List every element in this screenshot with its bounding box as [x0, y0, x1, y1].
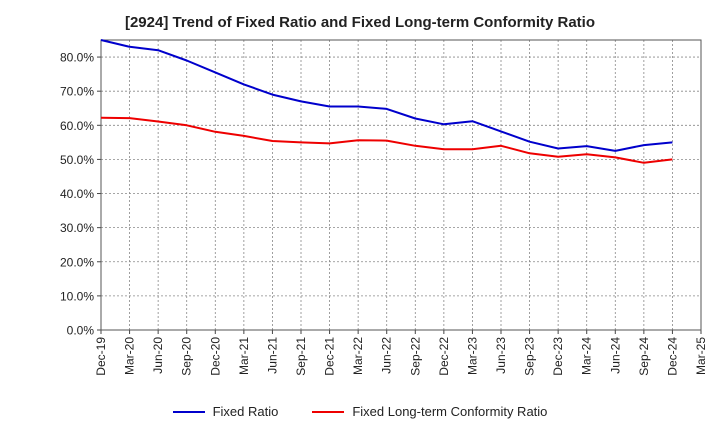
y-tick-label: 30.0%: [60, 221, 94, 235]
x-tick-label: Dec-21: [323, 337, 337, 376]
y-tick-label: 80.0%: [60, 51, 94, 65]
x-tick-label: Jun-24: [608, 337, 622, 374]
legend-label-fixed-ratio: Fixed Ratio: [212, 404, 279, 419]
x-tick-label: Sep-24: [637, 337, 651, 376]
x-tick-label: Dec-19: [94, 337, 108, 376]
x-tick-label: Mar-23: [465, 337, 479, 375]
plot-frame: [100, 39, 702, 331]
x-tick-label: Mar-22: [351, 337, 365, 375]
plot-area: [101, 40, 701, 330]
x-tick-label: Jun-21: [265, 337, 279, 374]
x-tick-label: Mar-21: [237, 337, 251, 375]
x-tick-label: Dec-23: [551, 337, 565, 376]
x-tick-label: Mar-25: [694, 337, 708, 375]
x-tick-label: Sep-22: [408, 337, 422, 376]
y-tick-label: 0.0%: [67, 324, 95, 338]
x-tick-label: Dec-20: [208, 337, 222, 376]
x-tick-label: Dec-22: [437, 337, 451, 376]
x-tick-label: Dec-24: [665, 337, 679, 376]
legend: Fixed Ratio Fixed Long-term Conformity R…: [0, 404, 720, 419]
chart-title: [2924] Trend of Fixed Ratio and Fixed Lo…: [124, 14, 596, 31]
x-tick-label: Sep-20: [180, 337, 194, 376]
x-tick-label: Jun-22: [380, 337, 394, 374]
x-tick-label: Sep-21: [294, 337, 308, 376]
y-tick-label: 50.0%: [60, 153, 94, 167]
series-line-fixed-ratio: [100, 39, 673, 152]
legend-label-fixed-long-term-conformity-ratio: Fixed Long-term Conformity Ratio: [352, 404, 548, 419]
legend-swatch-fixed-ratio: [172, 410, 205, 413]
series-line-fixed-long-term-conformity-ratio: [100, 116, 673, 164]
legend-item-fixed-ratio: Fixed Ratio: [172, 404, 279, 419]
y-tick-label: 60.0%: [60, 119, 94, 133]
legend-item-fixed-long-term-conformity-ratio: Fixed Long-term Conformity Ratio: [312, 404, 547, 419]
x-tick-label: Mar-20: [123, 337, 137, 375]
y-tick-label: 40.0%: [60, 187, 94, 201]
y-tick-label: 20.0%: [60, 255, 94, 269]
x-tick-label: Jun-20: [151, 337, 165, 374]
x-tick-label: Sep-23: [523, 337, 537, 376]
legend-swatch-fixed-long-term-conformity-ratio: [312, 410, 345, 413]
y-tick-label: 70.0%: [60, 85, 94, 99]
x-tick-label: Mar-24: [580, 337, 594, 375]
y-tick-label: 10.0%: [60, 289, 94, 303]
x-tick-label: Jun-23: [494, 337, 508, 374]
